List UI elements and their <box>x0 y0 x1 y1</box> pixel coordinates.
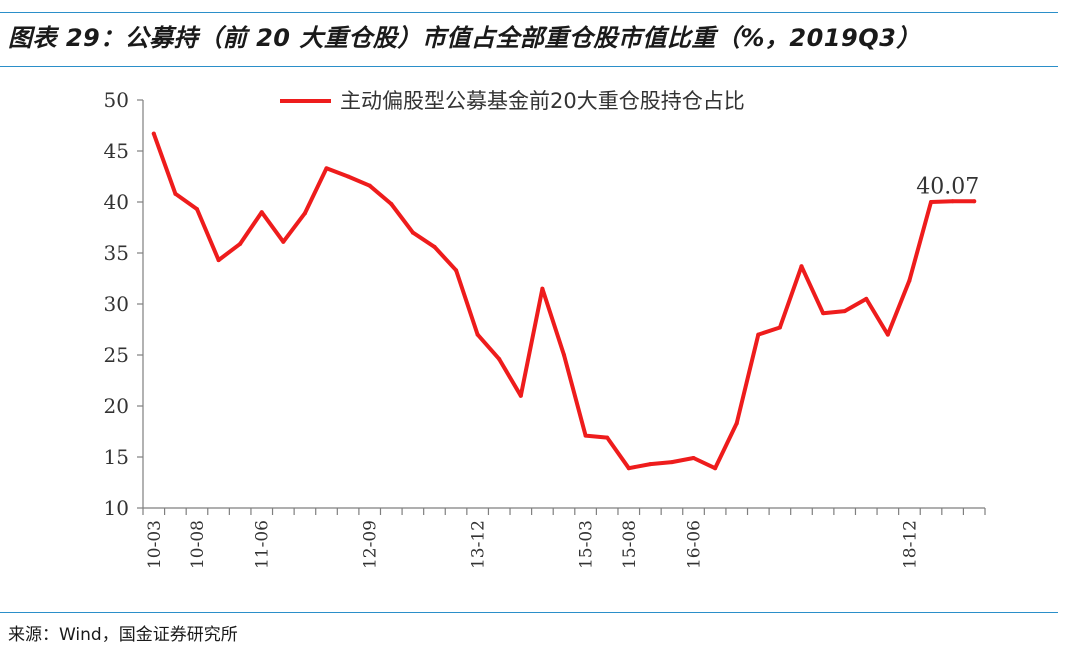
x-tick-label: 16-06 <box>685 520 705 569</box>
data-point <box>497 357 502 362</box>
data-point <box>885 332 890 337</box>
x-tick-label: 10-08 <box>188 520 208 569</box>
data-point <box>151 131 156 136</box>
data-point <box>562 353 566 357</box>
legend: 主动偏股型公募基金前20大重仓股持仓占比 <box>280 89 745 113</box>
data-point <box>777 325 782 330</box>
source-rule <box>0 612 1058 613</box>
data-point <box>194 207 199 212</box>
x-tick-label: 13-12 <box>469 520 489 569</box>
y-tick-label: 10 <box>104 496 129 520</box>
data-point <box>216 258 221 263</box>
data-point <box>691 456 696 461</box>
x-tick-label: 12-09 <box>361 520 381 569</box>
data-point <box>734 421 739 426</box>
data-point <box>518 393 523 398</box>
data-point <box>454 268 459 273</box>
y-axis-ticks: 10 15 20 25 30 35 40 45 50 <box>104 88 143 520</box>
x-tick-label: 11-06 <box>253 520 273 569</box>
data-point <box>648 462 653 467</box>
data-point <box>238 241 243 246</box>
data-point <box>302 211 307 216</box>
series-line <box>151 131 977 471</box>
source-note: 来源：Wind，国金证券研究所 <box>8 625 238 645</box>
title-bottom-rule <box>0 66 1058 67</box>
data-point <box>756 332 761 337</box>
data-point <box>842 309 847 314</box>
x-tick-label: 18-12 <box>900 520 920 569</box>
data-point <box>475 332 480 337</box>
data-point <box>907 278 912 283</box>
y-tick-label: 25 <box>104 343 129 367</box>
legend-label: 主动偏股型公募基金前20大重仓股持仓占比 <box>340 89 745 113</box>
data-point <box>669 460 674 465</box>
data-point <box>972 199 977 204</box>
data-point <box>713 466 718 471</box>
data-point <box>432 244 437 249</box>
x-tick-label: 10-03 <box>145 520 165 569</box>
y-tick-label: 45 <box>104 139 129 163</box>
title-top-rule <box>0 12 1058 13</box>
y-tick-label: 35 <box>104 241 129 265</box>
data-point <box>173 191 178 196</box>
data-point <box>605 435 610 440</box>
data-point <box>410 230 415 235</box>
data-point <box>799 264 804 269</box>
data-point <box>281 239 286 244</box>
y-tick-label: 50 <box>104 88 129 112</box>
y-tick-label: 30 <box>104 292 129 316</box>
data-point <box>929 200 934 204</box>
data-point <box>367 183 372 188</box>
data-point <box>259 210 264 215</box>
y-tick-label: 20 <box>104 394 129 418</box>
data-point <box>821 311 826 316</box>
data-point <box>950 199 955 204</box>
data-point <box>324 166 329 171</box>
data-label: 40.07 <box>916 174 979 199</box>
data-point <box>389 202 394 207</box>
data-point <box>583 433 588 438</box>
data-point <box>626 466 631 471</box>
figure-title: 图表 29：公募持（前 20 大重仓股）市值占全部重仓股市值比重（%，2019Q… <box>8 24 921 52</box>
x-axis-ticks: 10-03 10-08 11-06 12-09 13-12 15-03 15-08 16-06… <box>142 508 986 569</box>
data-point <box>864 296 869 301</box>
series-group <box>151 131 977 471</box>
y-tick-label: 40 <box>104 190 129 214</box>
data-point <box>346 174 351 179</box>
x-tick-label: 15-08 <box>620 520 640 569</box>
y-tick-label: 15 <box>104 445 129 469</box>
data-labels: 40.07 <box>916 174 979 199</box>
data-point <box>540 286 545 291</box>
x-tick-label: 15-03 <box>577 520 597 569</box>
